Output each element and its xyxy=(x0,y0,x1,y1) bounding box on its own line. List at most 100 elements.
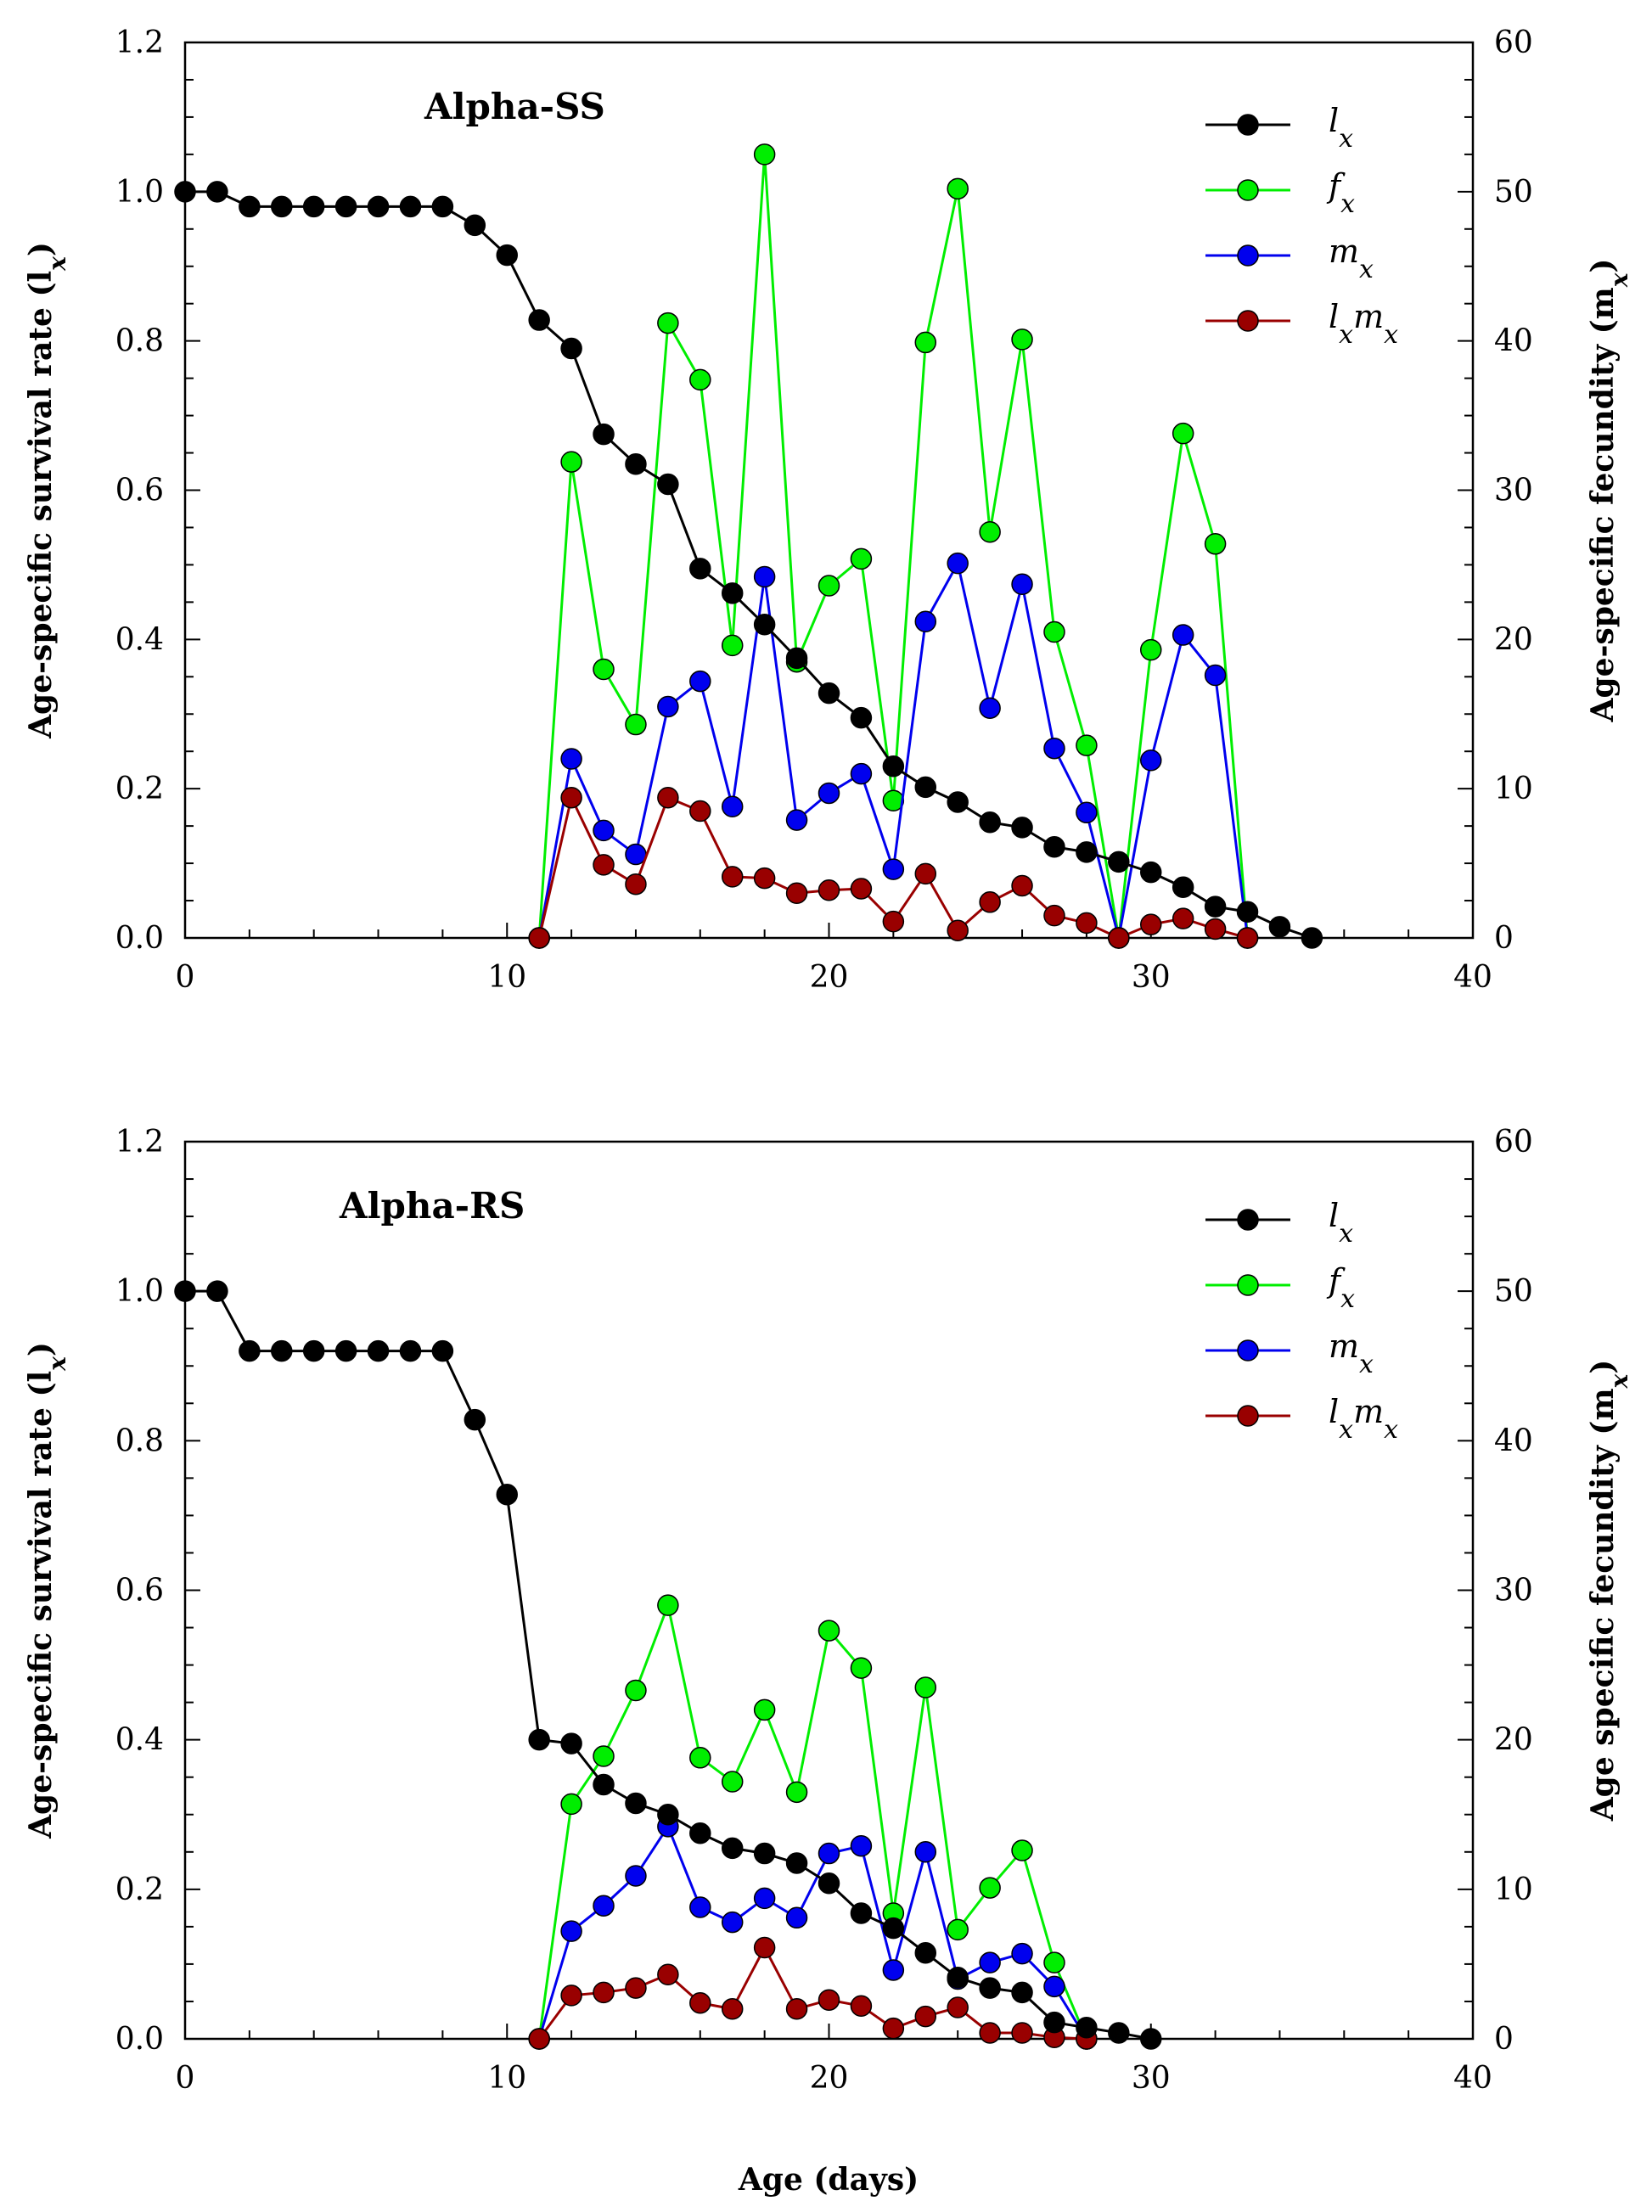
panel-title: Alpha-SS xyxy=(424,86,605,127)
series-2 xyxy=(528,1594,1098,2050)
x-tick-label: 40 xyxy=(1453,960,1492,995)
legend-marker xyxy=(1237,1209,1259,1231)
y-tick-label: 0.6 xyxy=(115,1574,164,1608)
data-point xyxy=(1172,876,1194,898)
x-tick-label: 30 xyxy=(1132,2061,1171,2096)
legend-item: mx xyxy=(1205,1328,1374,1379)
data-point xyxy=(689,1896,711,1918)
data-point xyxy=(1140,861,1162,884)
y2-tick-label: 30 xyxy=(1494,474,1533,508)
data-point xyxy=(753,565,776,588)
y-tick-label: 1.0 xyxy=(115,175,164,210)
data-point xyxy=(947,1918,969,1941)
data-point xyxy=(1236,901,1259,923)
data-point xyxy=(947,552,969,575)
y2-tick-label: 40 xyxy=(1494,1423,1533,1458)
data-point xyxy=(464,1408,486,1431)
data-point xyxy=(785,882,808,904)
data-point xyxy=(206,181,228,203)
data-point xyxy=(431,195,454,218)
data-point xyxy=(818,1620,840,1642)
data-point xyxy=(979,1951,1001,1973)
data-point xyxy=(206,1280,228,1302)
legend-marker xyxy=(1237,114,1259,136)
data-point xyxy=(947,919,969,941)
data-point xyxy=(302,1339,325,1362)
data-point xyxy=(560,786,582,809)
data-point xyxy=(914,862,937,885)
series-line xyxy=(537,1823,1088,2040)
data-point xyxy=(560,748,582,770)
series-1 xyxy=(174,1280,1162,2050)
y-tick-label: 0.4 xyxy=(115,622,164,657)
panel-title: Alpha-RS xyxy=(339,1185,525,1227)
chart-panel-2: 0 10 20 30 40 0.0 0.2 0.4 0.6 0.8 1.0 1.2 0 10 20 30 40 5… xyxy=(23,1125,1633,2096)
data-point xyxy=(979,520,1001,543)
x-tick-label: 0 xyxy=(176,2061,195,2096)
data-point xyxy=(785,1998,808,2020)
legend-label: mx xyxy=(1329,233,1374,284)
data-point xyxy=(1204,918,1227,940)
data-point xyxy=(850,762,873,785)
legend-marker xyxy=(1237,1274,1259,1296)
data-point xyxy=(914,1841,937,1863)
y2-axis-title: Age specific fecundity (mx) xyxy=(1585,1360,1633,1822)
data-point xyxy=(657,1963,679,1985)
data-point xyxy=(1108,927,1130,949)
legend-item: lxmx xyxy=(1205,1393,1398,1445)
data-point xyxy=(721,1911,744,1934)
y2-tick-label: 10 xyxy=(1494,772,1533,806)
data-point xyxy=(979,811,1001,834)
data-point xyxy=(721,866,744,888)
data-point xyxy=(593,1981,615,2004)
data-point xyxy=(1140,749,1162,772)
data-point xyxy=(914,2005,937,2028)
data-point xyxy=(528,1728,550,1751)
data-point xyxy=(914,776,937,799)
data-point xyxy=(560,451,582,473)
data-point xyxy=(399,195,422,218)
data-point xyxy=(1011,817,1033,839)
legend-marker xyxy=(1237,310,1259,332)
data-point xyxy=(753,1698,776,1721)
data-point xyxy=(882,858,905,880)
data-point xyxy=(882,1959,905,1981)
data-point xyxy=(593,658,615,681)
data-point xyxy=(625,1977,647,1999)
legend-marker xyxy=(1237,1405,1259,1427)
data-point xyxy=(1076,2017,1098,2039)
data-point xyxy=(850,1995,873,2017)
data-point xyxy=(818,575,840,597)
legend-label: lxmx xyxy=(1329,1393,1398,1445)
data-point xyxy=(850,1657,873,1679)
y-tick-label: 0.6 xyxy=(115,474,164,508)
y2-tick-label: 30 xyxy=(1494,1574,1533,1608)
data-point xyxy=(947,177,969,200)
data-point xyxy=(979,2022,1001,2044)
data-point xyxy=(1108,2022,1130,2044)
data-point xyxy=(560,1920,582,1942)
legend: lx fx mx lxmx xyxy=(1205,1197,1398,1445)
data-point xyxy=(689,670,711,693)
y-axis-title: Age-specific survival rate (lx) xyxy=(23,242,71,739)
y-tick-label: 0.8 xyxy=(115,1423,164,1458)
y2-tick-label: 20 xyxy=(1494,622,1533,657)
data-point xyxy=(1011,328,1033,351)
data-point xyxy=(1011,874,1033,897)
data-point xyxy=(1011,2022,1033,2044)
y2-tick-label: 20 xyxy=(1494,1723,1533,1758)
data-point xyxy=(334,195,357,218)
data-point xyxy=(560,1985,582,2007)
data-point xyxy=(1043,737,1065,760)
y-tick-label: 1.0 xyxy=(115,1274,164,1309)
data-point xyxy=(785,1781,808,1804)
data-point xyxy=(657,1804,679,1826)
y2-tick-label: 60 xyxy=(1494,1125,1533,1159)
data-point xyxy=(334,1339,357,1362)
data-point xyxy=(818,1989,840,2011)
data-point xyxy=(239,195,261,218)
data-point xyxy=(947,1996,969,2018)
data-point xyxy=(625,452,647,475)
data-point xyxy=(689,1991,711,2014)
